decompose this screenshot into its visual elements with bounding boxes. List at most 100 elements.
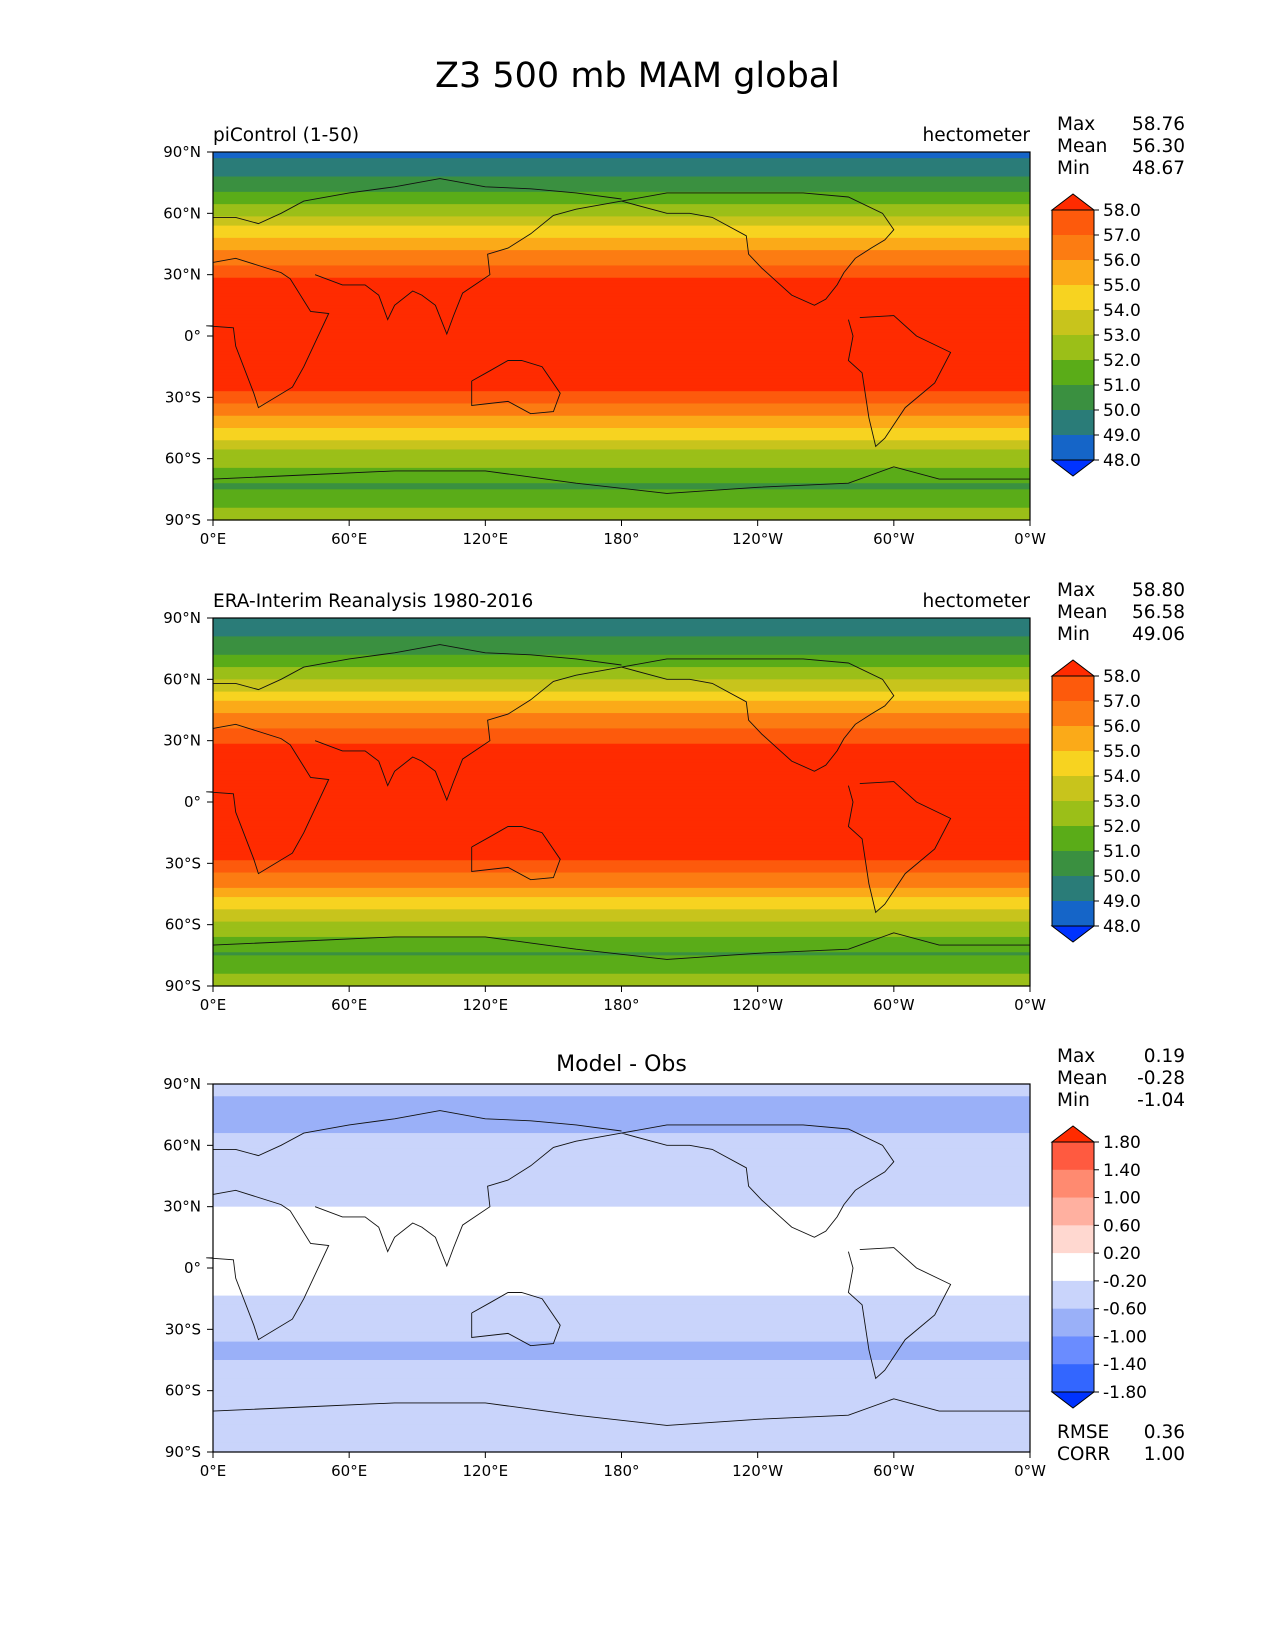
colorbar-segment bbox=[1052, 410, 1094, 436]
field-band bbox=[213, 946, 1030, 950]
colorbar-level-label: 54.0 bbox=[1103, 301, 1141, 321]
field-band bbox=[213, 979, 1030, 984]
field-band bbox=[213, 664, 1030, 668]
field-band bbox=[213, 710, 1030, 714]
field-band bbox=[213, 201, 1030, 205]
coastline bbox=[847, 781, 952, 914]
field-band bbox=[213, 627, 1030, 631]
colorbar-level-label: 50.0 bbox=[1103, 401, 1141, 421]
colorbar-segment bbox=[1052, 210, 1094, 236]
colorbar-extend-max bbox=[1050, 1125, 1096, 1143]
colorbar-segment bbox=[1052, 385, 1094, 411]
field-band bbox=[213, 618, 1030, 622]
stat-value: 56.58 bbox=[1132, 602, 1185, 623]
field-band bbox=[213, 1409, 1030, 1413]
field-band bbox=[213, 719, 1030, 723]
field-band bbox=[213, 958, 1030, 963]
field-band bbox=[213, 1157, 1030, 1162]
x-tick-label: 0°E bbox=[200, 996, 227, 1014]
stat-row: Max 58.80 bbox=[1057, 580, 1185, 602]
field-band bbox=[213, 841, 1030, 846]
x-tick-label: 120°E bbox=[463, 530, 509, 548]
colorbar-segment bbox=[1052, 776, 1094, 802]
y-tick-label: 30°N bbox=[163, 732, 201, 750]
field-band bbox=[213, 296, 1030, 300]
field-band bbox=[213, 633, 1030, 637]
field-band bbox=[213, 464, 1030, 469]
field-band bbox=[213, 1399, 1030, 1404]
field-band bbox=[213, 516, 1030, 521]
field-band bbox=[213, 222, 1030, 227]
field-band bbox=[213, 936, 1030, 941]
field-band bbox=[213, 483, 1030, 487]
field-band bbox=[213, 1341, 1030, 1346]
coastline bbox=[206, 1189, 330, 1341]
error-stat-value: 0.36 bbox=[1143, 1422, 1185, 1443]
field-band bbox=[213, 1123, 1030, 1128]
field-band bbox=[213, 455, 1030, 460]
x-tick-label: 0°E bbox=[200, 1462, 227, 1480]
field-band bbox=[213, 1228, 1030, 1232]
field-band bbox=[213, 1366, 1030, 1370]
field-band bbox=[213, 863, 1030, 867]
colorbar-level-label: 52.0 bbox=[1103, 351, 1141, 371]
colorbar-level-label: 57.0 bbox=[1103, 692, 1141, 712]
field-band bbox=[213, 903, 1030, 907]
field-band bbox=[213, 1430, 1030, 1435]
colorbar-segment bbox=[1052, 1280, 1094, 1310]
map-svg: 0°E 60°E 120°E 180° 120°W 60°W 0°W 90°N 60°N 30°N… bbox=[163, 1075, 1147, 1480]
field-band bbox=[213, 955, 1030, 959]
y-tick-label: 90°N bbox=[163, 609, 201, 627]
field-band bbox=[213, 1203, 1030, 1208]
field-band bbox=[213, 247, 1030, 251]
field-band bbox=[213, 1258, 1030, 1263]
field-band bbox=[213, 872, 1030, 877]
field-band bbox=[213, 1323, 1030, 1327]
field-band bbox=[213, 792, 1030, 797]
field-band bbox=[213, 155, 1030, 159]
field-band bbox=[213, 1231, 1030, 1235]
field-band bbox=[213, 250, 1030, 254]
field-band bbox=[213, 1225, 1030, 1229]
field-band bbox=[213, 385, 1030, 389]
field-band bbox=[213, 194, 1030, 199]
coastline bbox=[471, 360, 561, 415]
colorbar-segment bbox=[1052, 1142, 1094, 1171]
field-band bbox=[213, 1163, 1030, 1168]
field-band bbox=[213, 290, 1030, 294]
colorbar-segment bbox=[1052, 701, 1094, 727]
colorbar-level-label: 53.0 bbox=[1103, 326, 1141, 346]
colorbar-segment bbox=[1052, 285, 1094, 311]
x-tick-label: 60°W bbox=[873, 1462, 915, 1480]
colorbar-extend-min bbox=[1050, 1391, 1096, 1409]
field-band bbox=[213, 1246, 1030, 1251]
field-band bbox=[213, 406, 1030, 411]
field-band bbox=[213, 1209, 1030, 1214]
field-band bbox=[213, 774, 1030, 779]
colorbar-segment bbox=[1052, 726, 1094, 752]
field-band bbox=[213, 743, 1030, 748]
field-band bbox=[213, 817, 1030, 821]
field-band bbox=[213, 1304, 1030, 1309]
field-band bbox=[213, 1139, 1030, 1143]
stat-value: 56.30 bbox=[1132, 136, 1185, 157]
field-band bbox=[213, 725, 1030, 729]
field-band bbox=[213, 1206, 1030, 1211]
colorbar-level-label: 1.40 bbox=[1103, 1161, 1141, 1181]
field-band bbox=[213, 854, 1030, 858]
field-band bbox=[213, 1117, 1030, 1122]
colorbar-level-label: 56.0 bbox=[1103, 251, 1141, 271]
field-band bbox=[213, 1105, 1030, 1110]
x-tick-label: 60°W bbox=[873, 996, 915, 1014]
y-tick-label: 60°S bbox=[165, 1382, 201, 1400]
field-band bbox=[213, 688, 1030, 693]
field-band bbox=[213, 667, 1030, 671]
field-band bbox=[213, 1448, 1030, 1453]
stat-value: 48.67 bbox=[1132, 158, 1185, 179]
x-tick-label: 60°E bbox=[331, 996, 367, 1014]
field-band bbox=[213, 814, 1030, 818]
panel-title: piControl (1-50) bbox=[213, 125, 360, 146]
y-tick-label: 90°S bbox=[165, 977, 201, 995]
field-band bbox=[213, 860, 1030, 864]
field-band bbox=[213, 851, 1030, 855]
